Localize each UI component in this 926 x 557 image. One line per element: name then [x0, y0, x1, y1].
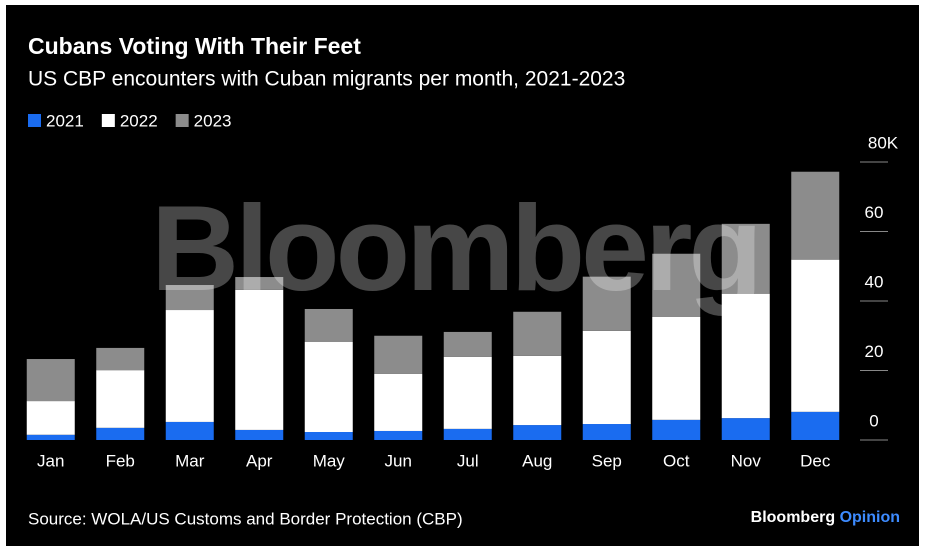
y-tick-label: 40	[865, 272, 884, 291]
bar-segment	[165, 421, 214, 440]
bar-segment	[652, 316, 701, 420]
y-tick-label: 20	[865, 342, 884, 361]
legend-swatch	[101, 114, 115, 127]
bar-segment	[652, 253, 701, 317]
watermark: Bloomberg	[151, 180, 759, 316]
y-tick-label: 0	[869, 411, 878, 430]
bar-segment	[513, 355, 562, 426]
bar-segment	[721, 223, 770, 294]
bar-segment	[582, 276, 631, 331]
y-tick-label: 60	[865, 203, 884, 222]
bar-segment	[304, 308, 353, 343]
x-tick-label: Jun	[385, 451, 412, 470]
bar-segment	[96, 370, 145, 428]
bar-segment	[26, 359, 75, 402]
x-tick-label: Oct	[663, 451, 690, 470]
bar-segment	[235, 429, 284, 440]
bar-segment	[791, 259, 840, 412]
x-tick-label: Jul	[457, 451, 479, 470]
bar-segment	[304, 342, 353, 433]
bar-segment	[582, 424, 631, 440]
bar-segment	[513, 311, 562, 356]
chart-subtitle: US CBP encounters with Cuban migrants pe…	[28, 68, 625, 91]
x-tick-label: Sep	[592, 451, 622, 470]
bar-segment	[96, 427, 145, 440]
x-tick-label: Mar	[175, 451, 205, 470]
legend-label: 2023	[194, 111, 232, 130]
bar-segment	[26, 434, 75, 440]
bar-segment	[582, 330, 631, 425]
legend-label: 2022	[120, 111, 158, 130]
bar-segment	[443, 356, 492, 429]
y-tick-label: 80K	[868, 133, 899, 152]
bar-segment	[374, 373, 423, 431]
brand-name: Bloomberg	[751, 509, 835, 526]
legend-swatch	[28, 114, 41, 127]
x-tick-label: Aug	[522, 451, 552, 470]
source: Source: WOLA/US Customs and Border Prote…	[28, 509, 463, 528]
bar-segment	[374, 430, 423, 440]
bar-segment	[513, 425, 562, 440]
bar-segment	[235, 277, 284, 290]
bar-segment	[791, 171, 840, 260]
x-tick-label: Dec	[800, 451, 831, 470]
bar-segment	[791, 411, 840, 440]
legend-swatch	[175, 114, 189, 127]
bar-segment	[304, 432, 353, 440]
x-tick-label: Feb	[106, 451, 135, 470]
bar-segment	[165, 310, 214, 422]
x-tick-label: Apr	[246, 451, 273, 470]
bar-segment	[374, 335, 423, 374]
legend-label: 2021	[46, 111, 84, 130]
brand-suffix: Opinion	[840, 509, 900, 526]
x-tick-label: May	[313, 451, 346, 470]
chart-title: Cubans Voting With Their Feet	[28, 33, 361, 59]
bar-segment	[96, 347, 145, 371]
bar-segment	[721, 293, 770, 419]
bar-segment	[721, 418, 770, 440]
bar-segment	[26, 401, 75, 435]
brand: Bloomberg Opinion	[751, 509, 900, 526]
bar-segment	[443, 428, 492, 440]
x-tick-label: Nov	[731, 451, 762, 470]
bar-segment	[652, 419, 701, 440]
bar-segment	[443, 331, 492, 357]
x-tick-label: Jan	[37, 451, 64, 470]
bar-segment	[235, 289, 284, 430]
bar-segment	[165, 285, 214, 311]
